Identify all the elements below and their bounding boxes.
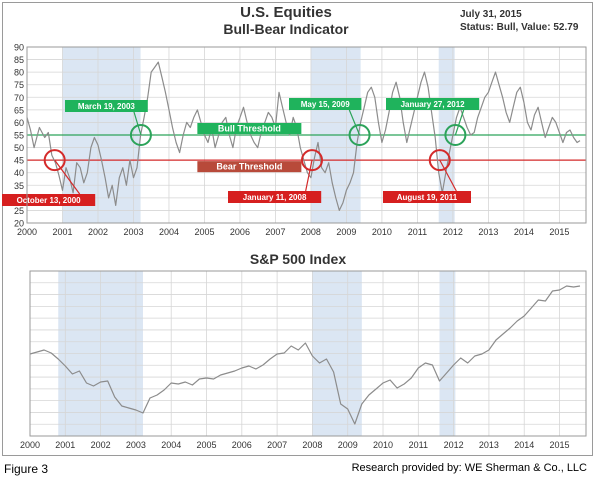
y-tick-label: 55	[14, 131, 24, 141]
signal-annotation: January 27, 2012	[386, 98, 480, 146]
x-tick-label: 2011	[409, 440, 428, 450]
x-tick-label: 2013	[479, 440, 499, 450]
x-tick-label: 2001	[52, 227, 72, 237]
x-tick-label: 2001	[55, 440, 75, 450]
y-tick-label: 80	[14, 68, 24, 78]
bull-threshold-label-bg	[197, 123, 302, 134]
x-tick-label: 2004	[159, 227, 179, 237]
x-tick-label: 2007	[267, 440, 287, 450]
annotation-leader-line	[54, 159, 81, 195]
x-tick-label: 2005	[196, 440, 216, 450]
x-tick-label: 2003	[126, 440, 146, 450]
y-tick-label: 40	[14, 168, 24, 178]
figure-caption: Figure 3	[4, 462, 49, 476]
x-tick-label: 2012	[443, 227, 463, 237]
x-tick-label: 2006	[230, 227, 250, 237]
bullbear-chart: 202530354045505560657075808590 200020012…	[2, 4, 587, 237]
annotation-label: August 19, 2011	[397, 193, 458, 202]
x-tick-label: 2000	[17, 227, 37, 237]
signal-annotations: October 13, 2000 March 19, 2003 January 11…	[2, 98, 480, 206]
y-tick-label: 35	[14, 181, 24, 191]
x-tick-label: 2015	[549, 227, 569, 237]
x-tick-label: 2010	[372, 227, 392, 237]
y-tick-label: 45	[14, 156, 24, 166]
signal-circle	[444, 124, 467, 146]
y-tick-label: 25	[14, 206, 24, 216]
status-value: Status: Bull, Value: 52.79	[460, 22, 579, 33]
bullbear-title: U.S. Equities	[240, 4, 332, 21]
annotation-label: January 11, 2008	[243, 193, 307, 202]
annotation-leader-line	[305, 160, 313, 192]
y-tick-label: 20	[14, 219, 24, 229]
x-tick-label: 2002	[88, 227, 108, 237]
signal-annotation: October 13, 2000	[2, 149, 96, 206]
signal-circle	[428, 149, 451, 172]
x-tick-label: 2002	[91, 440, 111, 450]
annotation-label-bg	[2, 194, 96, 206]
annotation-leader-line	[439, 159, 457, 192]
signal-annotation: January 11, 2008	[228, 149, 324, 203]
annotation-leader-line	[348, 109, 361, 136]
y-tick-label: 60	[14, 118, 24, 128]
bullbear-x-tick-labels: 2000 2001 2002 2003 2004 2005 2006 2007 2008 2009…	[17, 227, 569, 237]
sp500-title: S&P 500 Index	[250, 251, 346, 267]
sp500-x-tick-labels: 2000 2001 2002 2003 2004 2005 2006 2007 2008 2009…	[20, 440, 570, 450]
annotation-label-bg	[65, 100, 148, 112]
annotation-label: May 15, 2009	[301, 100, 350, 109]
annotation-leader-line	[454, 109, 465, 136]
x-tick-label: 2009	[336, 227, 356, 237]
x-tick-label: 2008	[301, 227, 321, 237]
annotation-label: March 19, 2003	[78, 102, 135, 111]
x-tick-label: 2005	[194, 227, 214, 237]
x-tick-label: 2000	[20, 440, 40, 450]
signal-annotation: May 15, 2009	[289, 98, 371, 146]
y-tick-label: 75	[14, 80, 24, 90]
y-tick-label: 90	[14, 43, 24, 53]
sp500-plot-border	[29, 270, 587, 437]
x-tick-label: 2009	[338, 440, 358, 450]
x-tick-label: 2004	[161, 440, 181, 450]
status-date: July 31, 2015	[460, 9, 522, 20]
bear-threshold-label-bg	[197, 161, 302, 173]
y-tick-label: 65	[14, 105, 24, 115]
annotation-label-bg	[383, 191, 471, 203]
annotation-label-bg	[386, 98, 480, 110]
signal-circle	[301, 149, 324, 172]
signal-annotation: August 19, 2011	[383, 149, 471, 203]
annotation-label-bg	[289, 98, 362, 110]
annotation-leader-line	[133, 111, 142, 136]
annotation-label: October 13, 2000	[17, 196, 82, 205]
annotation-label: January 27, 2012	[401, 100, 466, 109]
x-tick-label: 2015	[550, 440, 570, 450]
x-tick-label: 2007	[265, 227, 285, 237]
y-tick-label: 50	[14, 143, 24, 153]
x-tick-label: 2012	[444, 440, 464, 450]
x-tick-label: 2008	[302, 440, 322, 450]
threshold-labels: Bull Threshold Bear Threshold	[197, 123, 302, 173]
research-credit: Research provided by: WE Sherman & Co., …	[351, 462, 587, 474]
bullbear-series-line	[26, 61, 581, 211]
x-tick-label: 2013	[478, 227, 498, 237]
x-tick-label: 2014	[514, 227, 534, 237]
x-tick-label: 2010	[373, 440, 393, 450]
x-tick-label: 2006	[232, 440, 252, 450]
sp500-chart: 2000 2001 2002 2003 2004 2005 2006 2007 2008 2009…	[20, 251, 587, 450]
bear-threshold-label: Bear Threshold	[216, 162, 282, 172]
x-tick-label: 2014	[514, 440, 534, 450]
y-tick-label: 85	[14, 55, 24, 65]
bullbear-subtitle: Bull-Bear Indicator	[223, 21, 349, 37]
signal-circle	[348, 124, 371, 146]
sp500-grid	[29, 271, 586, 436]
y-tick-label: 70	[14, 93, 24, 103]
bullbear-plot-border	[26, 46, 587, 224]
sp500-series-line	[29, 285, 581, 425]
x-tick-label: 2003	[123, 227, 143, 237]
signal-circle	[43, 149, 66, 172]
signal-circle	[129, 124, 152, 146]
bull-threshold-label: Bull Threshold	[218, 124, 281, 134]
signal-annotation: March 19, 2003	[65, 100, 152, 146]
annotation-label-bg	[228, 191, 322, 203]
x-tick-label: 2011	[408, 227, 427, 237]
